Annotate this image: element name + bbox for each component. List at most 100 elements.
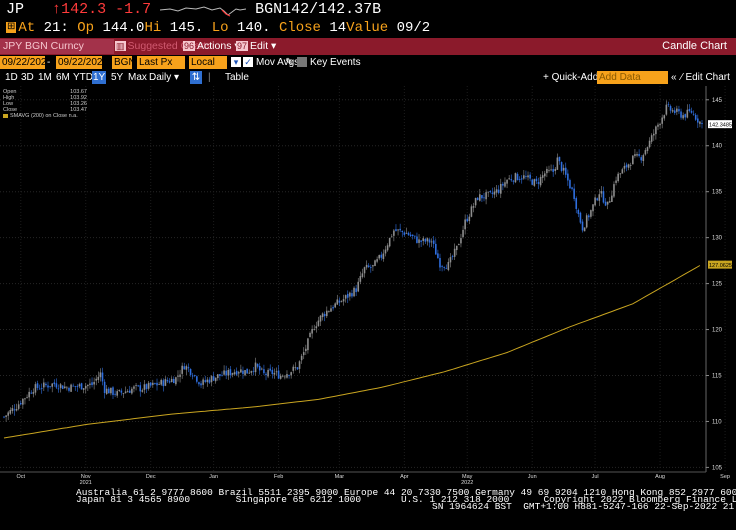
end-date-input[interactable]: 09/22/2022 <box>56 56 109 69</box>
candle-body <box>688 108 691 112</box>
actions-number: 96 <box>183 41 196 51</box>
candle-body <box>263 369 265 374</box>
candle-body <box>600 191 603 194</box>
candle-body <box>340 301 343 302</box>
candle-body <box>227 370 230 376</box>
chevron-down-icon: ▾ <box>271 40 277 52</box>
candle-body <box>659 123 661 126</box>
candle-body <box>334 303 336 308</box>
quote-header: JP ↑142.3 -1.7 BGN142/142.37B <box>0 0 736 20</box>
mov-avgs-checkbox[interactable]: ✓ <box>243 57 253 67</box>
candle-body <box>332 307 334 309</box>
divider: | <box>208 72 211 83</box>
pencil-icon[interactable]: ✎ <box>285 57 294 68</box>
candle-body <box>271 369 274 375</box>
candle-body <box>325 310 328 317</box>
candle-body <box>380 254 383 258</box>
candle-body <box>330 308 332 312</box>
candle-body <box>47 385 49 388</box>
candle-body <box>388 237 391 247</box>
candle-body <box>82 388 85 390</box>
period-1d[interactable]: 1D <box>5 72 18 83</box>
candle-body <box>367 265 370 267</box>
edit-chart-button[interactable]: ⁄ Edit Chart <box>681 72 730 83</box>
candle-body <box>319 315 322 322</box>
ticker[interactable]: JP <box>6 1 25 18</box>
candle-body <box>156 382 158 386</box>
candle-body <box>460 238 462 244</box>
actions-label: Actions <box>197 40 232 52</box>
field-row: 09/22/2021 - 09/22/2022 BGN Last Px Loca… <box>0 56 736 81</box>
candle-body <box>154 383 156 385</box>
candle-body <box>694 114 697 120</box>
key-events-checkbox[interactable] <box>297 57 307 67</box>
frequency-select[interactable]: Daily ▾ <box>149 72 180 83</box>
bgn-source: BGN <box>255 1 283 18</box>
collapse-icon[interactable]: « <box>671 72 677 83</box>
candle-body <box>114 393 116 395</box>
at-badge-icon: ⊞ <box>6 21 17 33</box>
x-tick-label: Feb <box>274 474 283 480</box>
currency-select[interactable]: Local CCY <box>189 56 227 81</box>
period-3d[interactable]: 3D <box>21 72 34 83</box>
candle-body <box>355 288 357 293</box>
candle-body <box>650 135 653 142</box>
candle-body <box>491 192 494 194</box>
bars-icon[interactable]: ⇅ <box>190 71 202 84</box>
candle-body <box>9 410 12 414</box>
edit-menu[interactable]: 97 Edit ▾ <box>233 39 279 54</box>
candle-body <box>550 169 552 171</box>
candle-body <box>342 299 345 302</box>
sma-200-line <box>3 265 701 439</box>
y-tick-label: 125 <box>712 282 723 288</box>
period-max[interactable]: Max <box>128 72 147 83</box>
candle-body <box>166 380 169 382</box>
candle-body <box>445 268 448 270</box>
candle-body <box>667 104 670 106</box>
chart-legend: Open 103.67 High 103.92 Low 103.26 Close 103… <box>3 89 87 119</box>
candle-body <box>634 154 636 157</box>
candle-body <box>135 385 137 386</box>
candle-body <box>191 375 194 377</box>
period-5y[interactable]: 5Y <box>111 72 124 83</box>
period-ytd[interactable]: YTD <box>73 72 93 83</box>
candle-body <box>636 154 638 156</box>
candle-body <box>673 110 676 114</box>
candle-body <box>443 267 445 268</box>
candle-body <box>399 228 401 231</box>
high-value: 145. <box>169 20 204 36</box>
sma-swatch <box>3 113 8 118</box>
start-date-input[interactable]: 09/22/2021 <box>0 56 53 69</box>
candles <box>3 100 703 422</box>
table-button[interactable]: Table <box>225 72 249 83</box>
candle-body <box>143 384 146 390</box>
source-input[interactable]: BGN <box>112 56 136 69</box>
candle-body <box>267 369 269 377</box>
candle-body <box>577 209 580 214</box>
candle-body <box>158 384 160 385</box>
candle-body <box>112 387 114 395</box>
dropdown-icon[interactable]: ▾ <box>231 57 241 67</box>
candle-body <box>623 165 626 169</box>
candle-body <box>535 178 538 182</box>
candle-body <box>309 332 311 338</box>
period-6m[interactable]: 6M <box>56 72 70 83</box>
candle-body <box>30 392 33 394</box>
add-data-input[interactable]: Add Data <box>597 71 668 84</box>
candle-body <box>172 378 175 384</box>
x-tick-label: Oct <box>16 474 25 480</box>
price-field-select[interactable]: Last Px <box>137 56 185 69</box>
candle-body <box>499 183 502 194</box>
legend-low-label: Low <box>3 101 14 107</box>
candle-body <box>684 114 687 118</box>
period-1y[interactable]: 1Y <box>92 71 107 84</box>
sma-price-tag: 127.0625 <box>709 263 732 269</box>
candle-body <box>393 230 395 236</box>
candle-body <box>558 156 561 162</box>
security-field[interactable]: JPY BGN Curncy <box>0 39 114 54</box>
candle-body <box>221 375 223 377</box>
candle-body <box>286 374 288 378</box>
candle-body <box>422 238 425 242</box>
period-1m[interactable]: 1M <box>38 72 52 83</box>
